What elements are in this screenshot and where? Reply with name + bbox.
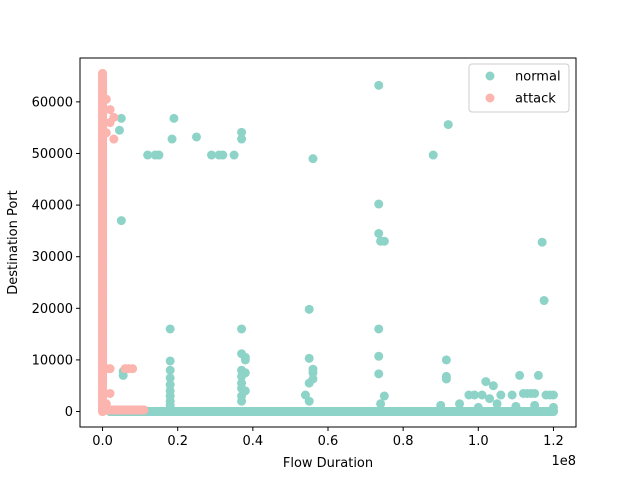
legend-label-attack: attack [515,92,556,107]
x-tick-label-3: 0.6 [318,434,339,449]
point-attack-35 [105,388,115,398]
point-normal-2 [165,365,175,375]
point-normal-63 [470,390,480,400]
y-tick-label-1: 10000 [32,353,73,368]
point-normal-77 [539,296,549,306]
point-normal-4 [165,380,175,390]
points-layer [98,68,558,417]
point-normal-57 [428,150,438,160]
y-axis: 0 10000 20000 30000 40000 50000 60000 [32,95,80,420]
point-normal-76 [537,237,547,247]
point-normal-25 [237,134,247,144]
point-normal-0 [165,324,175,334]
point-normal-38 [308,154,318,164]
point-normal-54 [374,369,384,379]
point-normal-14 [154,150,164,160]
legend: normal attack [468,63,570,113]
point-attack-10 [109,134,119,144]
point-normal-80 [548,390,558,400]
point-normal-40 [304,353,314,363]
y-tick-label-4: 40000 [32,199,73,214]
point-normal-69 [507,390,517,400]
point-normal-84 [492,399,502,409]
point-normal-56 [376,399,386,409]
x-tick-label-0: 0.0 [92,434,113,449]
x-tick-label-1: 0.2 [167,434,188,449]
point-normal-20 [114,125,124,135]
legend-marker-attack [485,93,495,103]
point-normal-55 [379,391,389,401]
point-normal-47 [374,80,384,90]
point-normal-19 [116,113,126,123]
point-normal-3 [165,373,175,383]
point-normal-26 [237,324,247,334]
y-tick-label-0: 0 [65,405,73,420]
y-axis-label: Destination Port [6,190,21,295]
y-tick-label-2: 20000 [32,302,73,317]
x-axis: 0.0 0.2 0.4 0.6 0.8 1.0 1.2 [92,427,564,449]
point-normal-51 [379,236,389,246]
y-tick-label-6: 60000 [32,95,73,110]
point-normal-67 [485,394,495,404]
point-normal-48 [374,199,384,209]
point-normal-70 [515,370,525,380]
point-normal-46 [304,396,314,406]
point-attack-9 [109,112,119,122]
point-normal-29 [240,355,250,365]
x-axis-label: Flow Duration [283,456,373,471]
point-normal-39 [304,304,314,314]
point-attack-31 [105,364,115,374]
point-normal-12 [143,150,153,160]
point-normal-66 [488,381,498,391]
point-normal-58 [443,120,453,130]
point-normal-75 [533,370,543,380]
point-normal-61 [441,374,451,384]
point-attack-34 [128,364,138,374]
x-tick-label-6: 1.2 [543,434,564,449]
y-tick-label-5: 50000 [32,147,73,162]
legend-marker-normal [485,71,495,81]
point-normal-74 [530,388,540,398]
point-normal-32 [237,371,247,381]
point-normal-65 [481,377,491,387]
point-normal-1 [165,356,175,366]
point-normal-44 [304,378,314,388]
point-normal-15 [207,150,217,160]
point-normal-11 [191,132,201,142]
x-tick-label-5: 1.0 [468,434,489,449]
point-normal-59 [441,355,451,365]
point-normal-49 [374,228,384,238]
point-normal-64 [477,390,487,400]
point-normal-52 [374,324,384,334]
point-normal-82 [455,399,465,409]
point-normal-37 [237,396,247,406]
x-tick-label-4: 0.8 [393,434,414,449]
point-attack-5 [105,105,115,115]
point-normal-10 [167,134,177,144]
y-tick-label-3: 30000 [32,250,73,265]
point-normal-21 [116,216,126,226]
x-axis-scale-label: 1e8 [551,454,576,469]
point-normal-17 [218,150,228,160]
point-normal-68 [496,390,506,400]
x-tick-label-2: 0.4 [243,434,264,449]
legend-label-normal: normal [515,70,561,85]
point-normal-9 [169,113,179,123]
point-normal-24 [237,127,247,137]
point-normal-18 [229,150,239,160]
point-normal-42 [308,368,318,378]
point-normal-53 [374,351,384,361]
